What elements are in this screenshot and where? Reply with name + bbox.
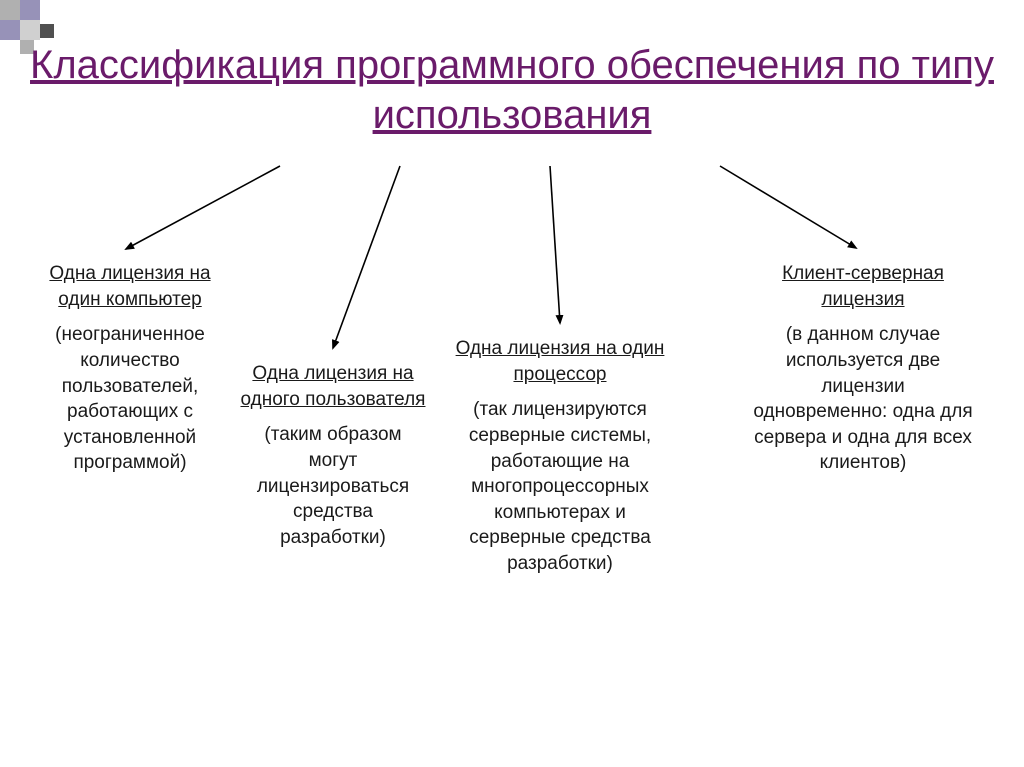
column-3-heading: Одна лицензия на один процессор <box>448 336 672 387</box>
column-4: Клиент-серверная лицензия (в данном случ… <box>753 261 973 476</box>
column-1-heading: Одна лицензия на один компьютер <box>30 261 230 312</box>
column-1-desc: (неограниченное количество пользователей… <box>30 322 230 476</box>
column-2: Одна лицензия на одного пользователя (та… <box>238 361 428 550</box>
column-1: Одна лицензия на один компьютер (неогран… <box>30 261 230 476</box>
column-2-heading: Одна лицензия на одного пользователя <box>238 361 428 412</box>
column-2-desc: (таким образом могут лицензироваться сре… <box>238 422 428 550</box>
slide-title: Классификация программного обеспечения п… <box>0 40 1024 140</box>
column-4-desc: (в данном случае используется две лиценз… <box>753 322 973 476</box>
column-3: Одна лицензия на один процессор (так лиц… <box>448 336 672 577</box>
column-4-heading: Клиент-серверная лицензия <box>753 261 973 312</box>
column-3-desc: (так лицензируются серверные системы, ра… <box>448 397 672 576</box>
